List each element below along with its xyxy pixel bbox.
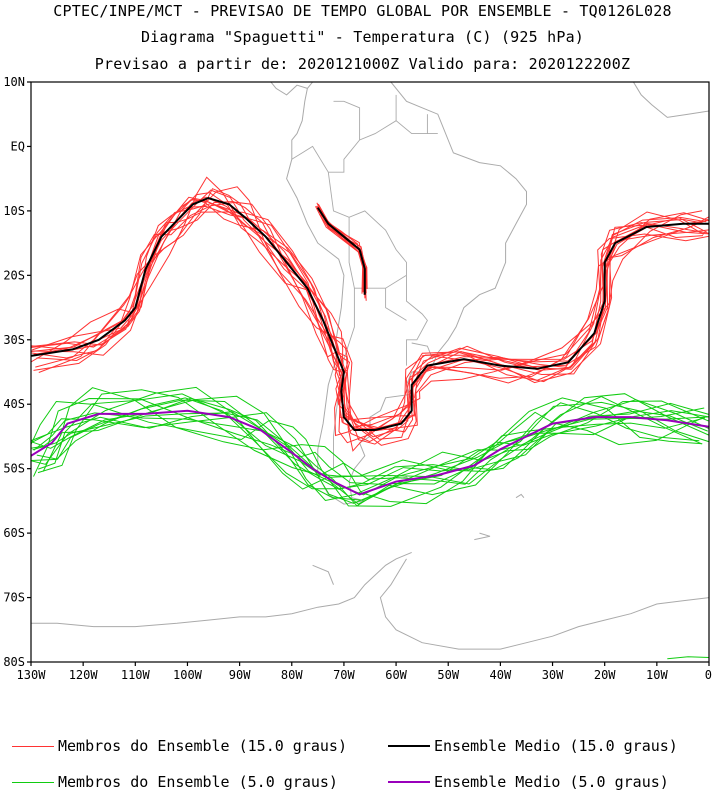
lon-tick-label: 80W: [281, 668, 303, 682]
legend-swatch-mean-15: [388, 745, 430, 747]
country-border: [385, 288, 407, 321]
member-15-line: [33, 201, 709, 445]
antarctic-coastline: [474, 532, 491, 541]
lat-tick-label: 30S: [3, 333, 25, 347]
coastline-layer: [31, 0, 709, 650]
lat-tick-label: 70S: [3, 591, 25, 605]
central-america-coastline: [270, 82, 308, 96]
member-15-andes-line: [318, 213, 365, 293]
country-border: [406, 275, 428, 366]
south-america-coastline: [286, 82, 527, 505]
lat-tick-label: EQ: [11, 139, 25, 153]
legend-swatch-mean-5: [388, 781, 430, 783]
lat-tick-label: 50S: [3, 462, 25, 476]
lat-tick-label: 40S: [3, 397, 25, 411]
lat-tick-label: 20S: [3, 268, 25, 282]
caribbean-coastline: [266, 0, 355, 27]
title-line-1: CPTEC/INPE/MCT - PREVISAO DE TEMPO GLOBA…: [53, 2, 672, 20]
title-line-2: Diagrama "Spaguetti" - Temperatura (C) (…: [140, 28, 585, 46]
member-5-line: [33, 397, 700, 496]
member-15-line: [31, 176, 703, 437]
mean-5-line: [31, 409, 709, 496]
country-border: [291, 145, 329, 173]
lon-tick-label: 90W: [229, 668, 251, 682]
legend-members-15: Membros do Ensemble (15.0 graus): [12, 737, 347, 755]
mean-15-line: [31, 196, 709, 431]
plot-frame: [30, 81, 710, 663]
member-5-line: [31, 407, 705, 504]
country-border: [328, 120, 438, 173]
lon-tick-label: 0: [705, 668, 712, 682]
member-5-line: [37, 389, 709, 485]
member-5-line: [42, 387, 703, 505]
legend-swatch-members-5: [12, 781, 54, 783]
member-15-andes-line: [315, 206, 368, 290]
country-border: [327, 172, 407, 276]
legend-mean-15: Ensemble Medio (15.0 graus): [388, 737, 678, 755]
lon-tick-label: 70W: [333, 668, 355, 682]
legend-swatch-members-15: [12, 745, 54, 747]
lon-tick-label: 10W: [646, 668, 668, 682]
africa-coastline: [632, 82, 709, 118]
member-5-line: [33, 412, 706, 507]
lon-tick-label: 130W: [17, 668, 47, 682]
legend-mean-5: Ensemble Medio (5.0 graus): [388, 773, 669, 791]
antarctic-coastline: [31, 551, 412, 628]
lon-tick-label: 100W: [173, 668, 203, 682]
lat-tick-label: 10S: [3, 204, 25, 218]
member-15-line: [31, 211, 704, 446]
member-15-line: [31, 198, 704, 432]
lon-tick-label: 60W: [385, 668, 407, 682]
member-5-line: [31, 386, 709, 490]
legend-label-members-5: Membros do Ensemble (5.0 graus): [58, 773, 338, 791]
country-border: [348, 217, 407, 289]
lon-tick-label: 30W: [542, 668, 564, 682]
lon-tick-label: 40W: [490, 668, 512, 682]
lat-tick-label: 80S: [3, 655, 25, 669]
title-line-3: Previsao a partir de: 2020121000Z Valido…: [94, 55, 631, 73]
legend-label-mean-5: Ensemble Medio (5.0 graus): [434, 773, 669, 791]
antarctic-coastline: [379, 558, 709, 650]
lon-tick-label: 20W: [594, 668, 616, 682]
member-5-fragment: [667, 656, 709, 660]
lon-tick-label: 120W: [69, 668, 99, 682]
legend-members-5: Membros do Ensemble (5.0 graus): [12, 773, 338, 791]
legend-label-members-15: Membros do Ensemble (15.0 graus): [58, 737, 347, 755]
antarctic-coastline: [515, 493, 525, 499]
member-5-line: [31, 395, 709, 502]
lon-tick-label: 110W: [121, 668, 151, 682]
mean-15-andes-line: [316, 207, 366, 295]
antarctic-coastline: [312, 564, 334, 585]
member-15-line: [31, 205, 709, 440]
member-15-line: [38, 186, 709, 452]
lon-tick-label: 50W: [437, 668, 459, 682]
lat-tick-label: 10N: [3, 75, 25, 89]
member-5-line: [38, 393, 703, 485]
country-border: [333, 100, 361, 140]
mean-lines-layer: [31, 196, 709, 496]
lat-tick-label: 60S: [3, 526, 25, 540]
legend-label-mean-15: Ensemble Medio (15.0 graus): [434, 737, 678, 755]
members-15-layer: [31, 176, 709, 452]
member-15-andes-line: [320, 214, 364, 294]
